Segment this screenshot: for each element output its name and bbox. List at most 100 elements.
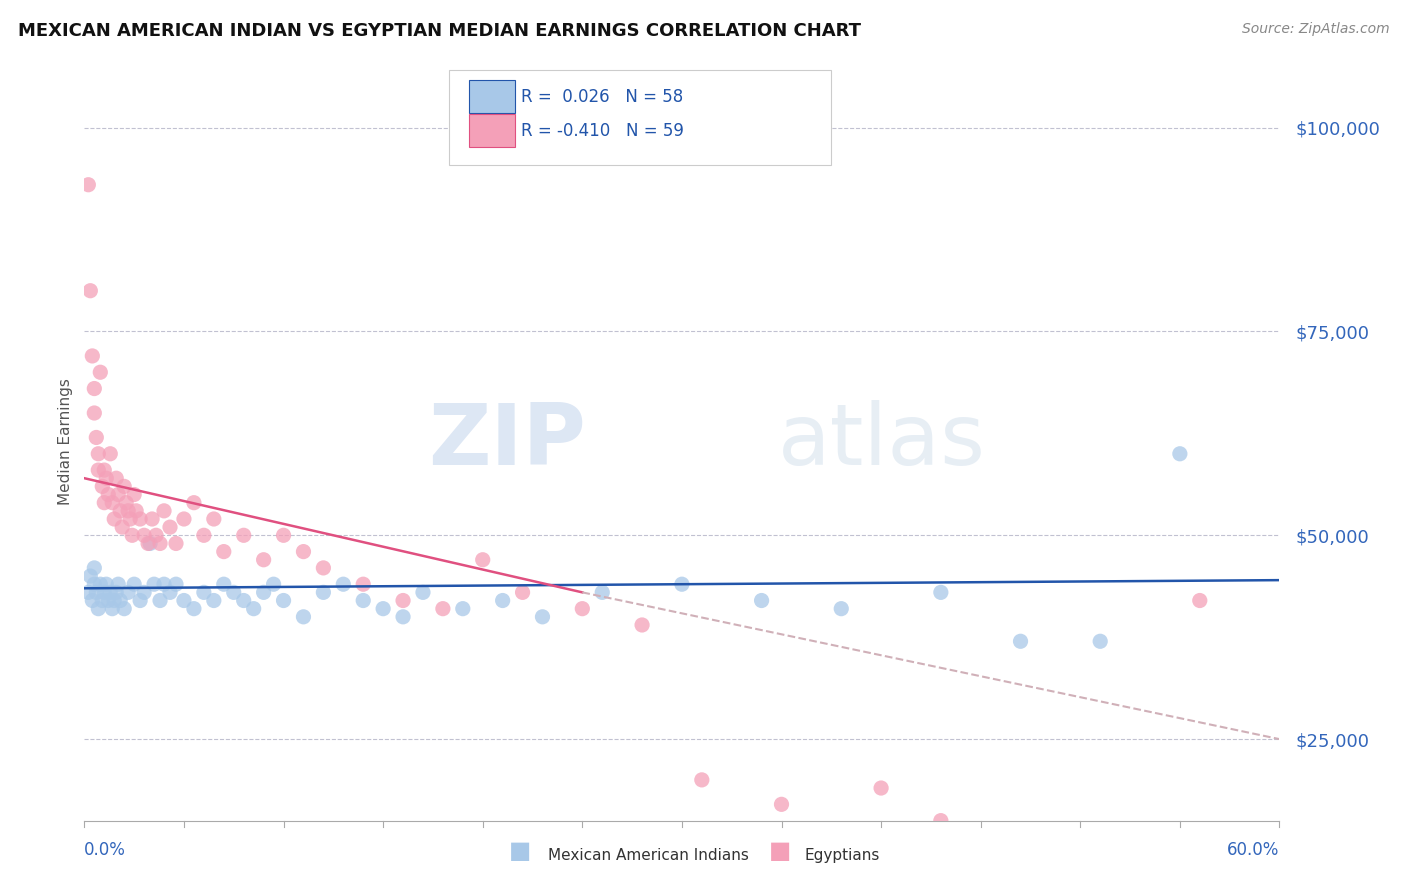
Point [193, 585, 215, 599]
Point [97, 487, 120, 501]
Point [870, 780, 893, 795]
Point [101, 496, 124, 510]
Point [292, 610, 315, 624]
Point [352, 577, 374, 591]
Point [263, 577, 285, 591]
Point [96, 471, 118, 485]
Point [77, 178, 100, 192]
Point [671, 577, 693, 591]
Point [105, 471, 128, 485]
Point [117, 585, 139, 599]
Point [87, 601, 110, 615]
Point [122, 577, 145, 591]
Point [690, 772, 713, 787]
Point [232, 593, 254, 607]
Point [87, 447, 110, 461]
Point [392, 610, 415, 624]
Y-axis label: Median Earnings: Median Earnings [58, 378, 73, 505]
Point [89, 577, 111, 591]
Point [751, 593, 773, 607]
Point [111, 520, 134, 534]
Point [202, 512, 225, 526]
Point [492, 593, 515, 607]
Point [79, 569, 101, 583]
Point [830, 601, 852, 615]
Point [929, 585, 952, 599]
Point [110, 504, 132, 518]
Text: R =  0.026   N = 58: R = 0.026 N = 58 [520, 87, 683, 105]
Point [93, 463, 115, 477]
Point [82, 593, 104, 607]
Point [86, 430, 108, 444]
Point [212, 577, 235, 591]
Point [531, 610, 554, 624]
Point [77, 585, 100, 599]
Text: R = -0.410   N = 59: R = -0.410 N = 59 [520, 121, 683, 140]
Point [312, 561, 335, 575]
Point [107, 577, 129, 591]
Point [273, 593, 295, 607]
Point [153, 577, 176, 591]
Text: ZIP: ZIP [429, 400, 586, 483]
Point [89, 365, 111, 379]
Point [96, 577, 118, 591]
Point [83, 382, 105, 396]
Point [770, 797, 793, 812]
Point [79, 284, 101, 298]
Point [571, 601, 593, 615]
Point [153, 504, 176, 518]
Point [129, 512, 152, 526]
FancyBboxPatch shape [470, 114, 515, 147]
Point [183, 601, 205, 615]
Point [512, 585, 534, 599]
Point [120, 512, 142, 526]
Point [107, 487, 129, 501]
Point [1168, 447, 1191, 461]
Point [103, 512, 125, 526]
Text: Mexican American Indians: Mexican American Indians [548, 847, 749, 863]
Point [929, 814, 952, 828]
Point [132, 528, 156, 542]
Point [222, 585, 245, 599]
Point [591, 585, 613, 599]
Point [1010, 634, 1032, 648]
Point [87, 463, 110, 477]
Point [173, 593, 195, 607]
Point [253, 553, 276, 567]
Point [117, 504, 139, 518]
Point [149, 536, 172, 550]
Point [1090, 634, 1112, 648]
Point [101, 601, 124, 615]
Point [1188, 593, 1211, 607]
Text: 0.0%: 0.0% [84, 841, 127, 859]
Text: Source: ZipAtlas.com: Source: ZipAtlas.com [1241, 22, 1389, 37]
Point [110, 593, 132, 607]
Point [232, 528, 254, 542]
Point [82, 349, 104, 363]
Point [292, 544, 315, 558]
Point [83, 577, 105, 591]
Point [112, 601, 135, 615]
Point [159, 520, 181, 534]
Point [121, 528, 143, 542]
FancyBboxPatch shape [470, 80, 515, 113]
Point [242, 601, 264, 615]
Point [132, 585, 156, 599]
Point [165, 536, 187, 550]
Point [412, 585, 434, 599]
Point [93, 585, 115, 599]
Point [91, 593, 114, 607]
Point [253, 585, 276, 599]
Point [165, 577, 187, 591]
Point [145, 528, 167, 542]
Point [173, 512, 195, 526]
Point [471, 553, 494, 567]
Point [141, 512, 163, 526]
Point [373, 601, 395, 615]
Point [332, 577, 354, 591]
Text: ■: ■ [509, 839, 531, 863]
Point [125, 504, 148, 518]
Point [112, 479, 135, 493]
Point [115, 496, 138, 510]
Point [432, 601, 454, 615]
